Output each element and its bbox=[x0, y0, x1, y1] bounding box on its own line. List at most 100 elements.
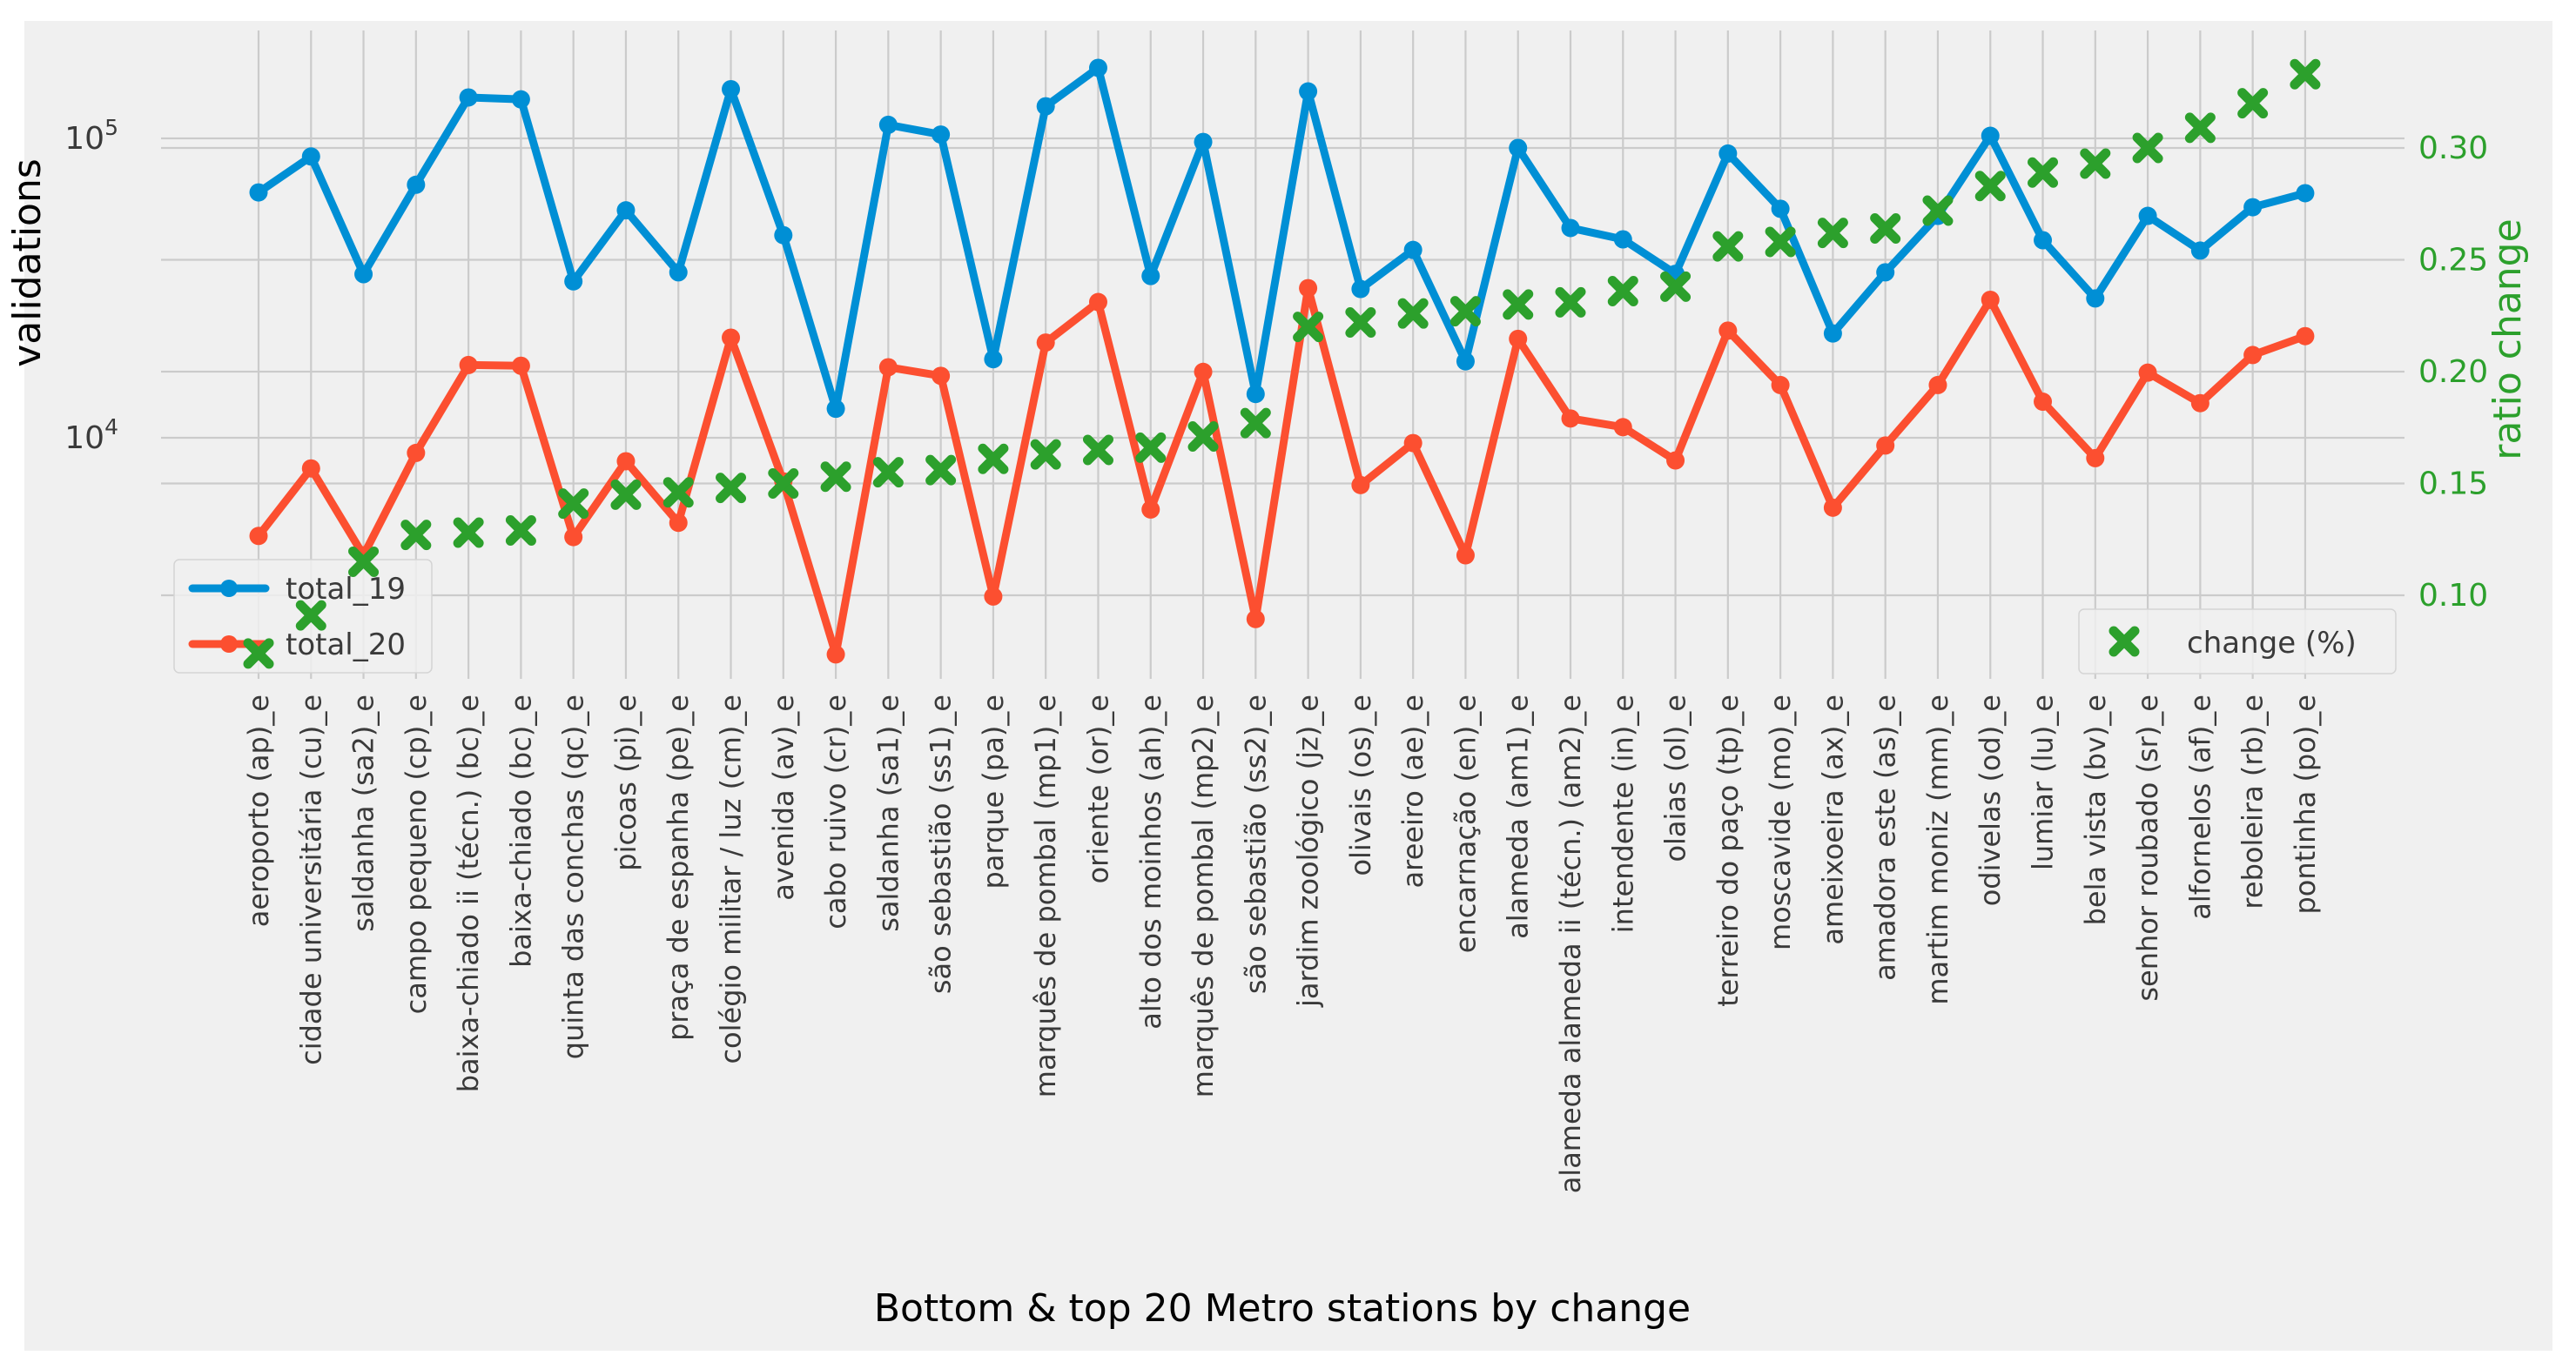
change-marker bbox=[925, 454, 957, 486]
change-marker bbox=[1030, 439, 1061, 470]
x-tick-label: saldanha (sa1)_e bbox=[871, 695, 905, 932]
series-total_19 bbox=[249, 58, 2315, 419]
series-total_19-point bbox=[2138, 206, 2157, 225]
series-total_19-point bbox=[932, 125, 951, 144]
x-tick-label: terreiro do paço (tp)_e bbox=[1712, 695, 1745, 1007]
series-total_19-point bbox=[1246, 385, 1265, 404]
x-tick-label: bela vista (bv)_e bbox=[2079, 695, 2112, 925]
series-total_20-point bbox=[249, 527, 268, 546]
x-tick-label: encarnação (en)_e bbox=[1449, 695, 1482, 953]
x-axis-title: Bottom & top 20 Metro stations by change bbox=[874, 1286, 1691, 1331]
x-tick-label: são sebastião (ss1)_e bbox=[925, 695, 958, 994]
change-marker bbox=[1660, 271, 1692, 302]
series-total_19-point bbox=[1981, 126, 2000, 145]
change-marker bbox=[1449, 296, 1481, 327]
series-change bbox=[243, 58, 2321, 669]
series-total_19-point bbox=[616, 201, 636, 220]
series-total_20-point bbox=[1561, 409, 1580, 428]
change-marker bbox=[505, 514, 536, 546]
x-tick-label: amadora este (as)_e bbox=[1869, 695, 1902, 981]
series-total_20-point bbox=[1928, 375, 1947, 394]
series-total_19-point bbox=[301, 147, 320, 166]
series-total_19-point bbox=[2034, 231, 2053, 250]
series-total_19-point bbox=[2296, 184, 2315, 203]
change-marker bbox=[1922, 195, 1954, 226]
x-tick-label: jardim zoológico (jz)_e bbox=[1292, 695, 1325, 1008]
series-total_20-point bbox=[1194, 362, 1213, 381]
x-tick-label: cabo ruivo (cr)_e bbox=[819, 695, 852, 929]
series-total_20-point bbox=[1981, 290, 2000, 309]
change-marker bbox=[1712, 231, 1744, 262]
series-total_20-point bbox=[1088, 292, 1107, 312]
legend-secondary-box bbox=[2078, 608, 2397, 674]
series-total_20-point bbox=[2138, 363, 2157, 382]
y-right-tick-label: 0.15 bbox=[2418, 466, 2488, 502]
legend-change-marker bbox=[2109, 626, 2140, 657]
series-total_19-point bbox=[984, 350, 1003, 369]
x-tick-label: cidade universitária (cu)_e bbox=[294, 695, 327, 1065]
series-total_20-point bbox=[1351, 475, 1370, 494]
series-total_20-point bbox=[1771, 375, 1790, 394]
x-tick-label: intendente (in)_e bbox=[1606, 695, 1639, 933]
series-total_19-point bbox=[2190, 241, 2209, 260]
x-tick-label: quinta das conchas (qc)_e bbox=[557, 695, 590, 1059]
series-total_19-point bbox=[774, 225, 793, 245]
series-total_19-point bbox=[1036, 97, 1055, 116]
series-total_19-point bbox=[354, 265, 373, 284]
change-marker bbox=[1397, 298, 1429, 329]
x-tick-label: alameda (am1)_e bbox=[1502, 695, 1535, 939]
legend-sample-marker bbox=[220, 635, 238, 653]
series-total_20-point bbox=[2296, 326, 2315, 346]
x-tick-label: olivais (os)_e bbox=[1344, 695, 1377, 876]
x-tick-label: praça de espanha (pe)_e bbox=[662, 695, 695, 1041]
change-marker bbox=[558, 488, 589, 520]
change-marker bbox=[610, 479, 642, 510]
series-total_20-point bbox=[1823, 498, 1842, 517]
change-marker bbox=[820, 461, 851, 493]
change-marker bbox=[348, 546, 380, 577]
series-total_19-point bbox=[1088, 58, 1107, 77]
change-marker bbox=[1555, 286, 1586, 318]
series-total_20-line bbox=[254, 284, 2310, 659]
y-right-tick-label: 0.30 bbox=[2418, 131, 2488, 166]
change-marker bbox=[2028, 157, 2059, 188]
change-marker bbox=[1765, 226, 1796, 258]
series-total_20-point bbox=[1403, 433, 1423, 453]
series-total_19-point bbox=[1876, 263, 1895, 282]
x-tick-label: baixa-chiado (bc)_e bbox=[504, 695, 537, 968]
series-total_20-point bbox=[932, 366, 951, 386]
series-total_19-point bbox=[2243, 198, 2263, 217]
series-total_20-point bbox=[984, 587, 1003, 606]
series-total_19-point bbox=[1299, 82, 1318, 101]
change-marker bbox=[2237, 88, 2269, 119]
series-total_20-point bbox=[1299, 278, 1318, 298]
change-marker bbox=[2290, 58, 2321, 90]
x-tick-label: baixa-chiado ii (técn.) (bc)_e bbox=[452, 695, 485, 1092]
x-tick-label: reboleira (rb)_e bbox=[2236, 695, 2270, 909]
series-total_19-point bbox=[1141, 266, 1160, 285]
legend-secondary: change (%) bbox=[2078, 608, 2397, 674]
series-total_20-point bbox=[1876, 436, 1895, 455]
y-axis-right-title: ratio change bbox=[2485, 218, 2530, 460]
series-total_20-point bbox=[669, 513, 688, 533]
series-total_20-point bbox=[1666, 451, 1685, 470]
series-total_19-point bbox=[1456, 352, 1475, 371]
x-tick-label: oriente (or)_e bbox=[1081, 695, 1114, 883]
series-total_19-point bbox=[722, 79, 741, 98]
series-total_20-point bbox=[301, 459, 320, 478]
x-tick-label: colégio militar / luz (cm)_e bbox=[715, 695, 748, 1064]
y-right-tick-label: 0.25 bbox=[2418, 243, 2488, 278]
series-total_19-point bbox=[511, 90, 530, 109]
x-tick-label: avenida (av)_e bbox=[767, 695, 800, 901]
series-total_19-line bbox=[254, 64, 2310, 413]
change-marker bbox=[1870, 213, 1901, 245]
series-total_19-point bbox=[564, 272, 583, 291]
x-tick-label: odivelas (od)_e bbox=[1974, 695, 2007, 906]
series-total_20-point bbox=[2243, 346, 2263, 365]
series-total_19-point bbox=[459, 88, 478, 107]
x-tick-label: moscavide (mo)_e bbox=[1764, 695, 1797, 950]
series-total_20-point bbox=[1613, 418, 1632, 437]
x-tick-label: lumiar (lu)_e bbox=[2027, 695, 2060, 870]
y-right-tick-label: 0.10 bbox=[2418, 578, 2488, 614]
